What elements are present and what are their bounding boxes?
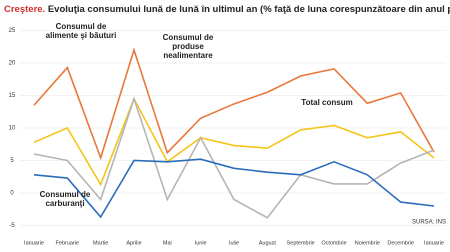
source: SURSA: INS — [412, 220, 446, 226]
y-tick-label: -5 — [9, 223, 15, 229]
x-tick-label: Noiembrie — [355, 240, 380, 246]
series-line — [33, 47, 435, 161]
x-tick-label: Iunie — [195, 240, 207, 246]
series-line — [33, 96, 435, 187]
series-annotation: Consumul de carburanţi — [39, 190, 91, 208]
y-tick-label: 0 — [10, 191, 14, 197]
series-annotation: Consumul de produse nealimentare — [162, 33, 214, 60]
x-tick-label: Mai — [163, 240, 172, 246]
series-line — [33, 96, 435, 219]
x-tick-label: Iulie — [229, 240, 239, 246]
x-tick-label: Octombrie — [321, 240, 346, 246]
x-tick-label: Septembrie — [287, 240, 315, 246]
y-tick-label: 10 — [9, 126, 16, 132]
x-tick-label: Martie — [93, 240, 108, 246]
x-tick-label: Ianuarie — [24, 240, 44, 246]
x-tick-label: Februarie — [56, 240, 80, 246]
x-tick-label: August — [259, 240, 277, 246]
series-annotation: Total consum — [301, 98, 353, 107]
x-tick-label: Aprilie — [126, 240, 141, 246]
y-tick-label: 5 — [10, 158, 14, 164]
series-line — [33, 158, 435, 219]
y-tick-label: 25 — [9, 28, 16, 34]
title-lead: Creştere. — [4, 4, 45, 15]
y-tick-label: 20 — [9, 61, 16, 67]
x-tick-label: Ianuarie — [424, 240, 444, 246]
x-tick-label: Decembrie — [387, 240, 414, 246]
chart-title: Creştere. Evoluţia consumului lună de lu… — [4, 4, 450, 15]
title-text: Evoluţia consumului lună de lună în ulti… — [48, 4, 450, 15]
series-annotation: Consumul de alimente şi băuturi — [45, 22, 117, 40]
y-tick-label: 15 — [9, 93, 16, 99]
